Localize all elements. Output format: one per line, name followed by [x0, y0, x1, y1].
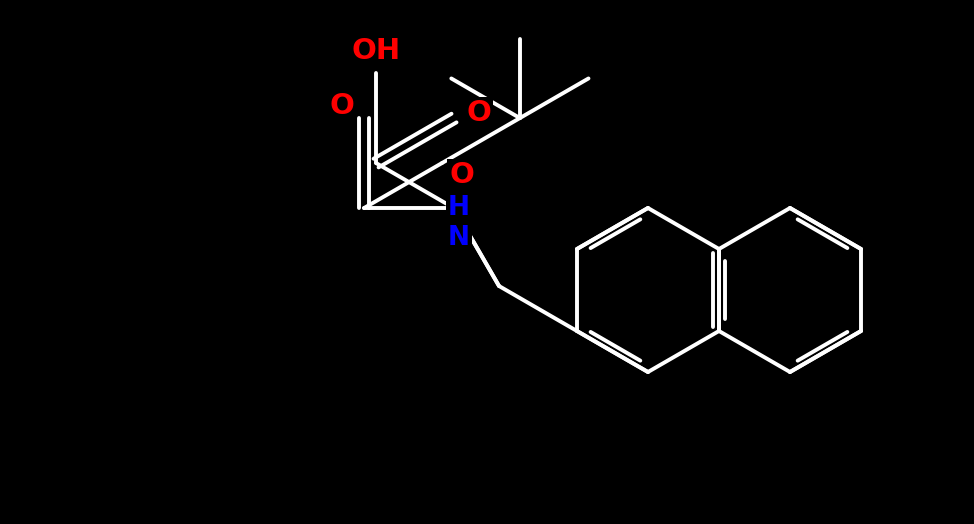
Text: O: O — [450, 161, 474, 189]
Text: O: O — [467, 99, 492, 127]
Text: H
N: H N — [448, 195, 470, 251]
Text: O: O — [329, 92, 355, 120]
Text: OH: OH — [352, 37, 400, 65]
